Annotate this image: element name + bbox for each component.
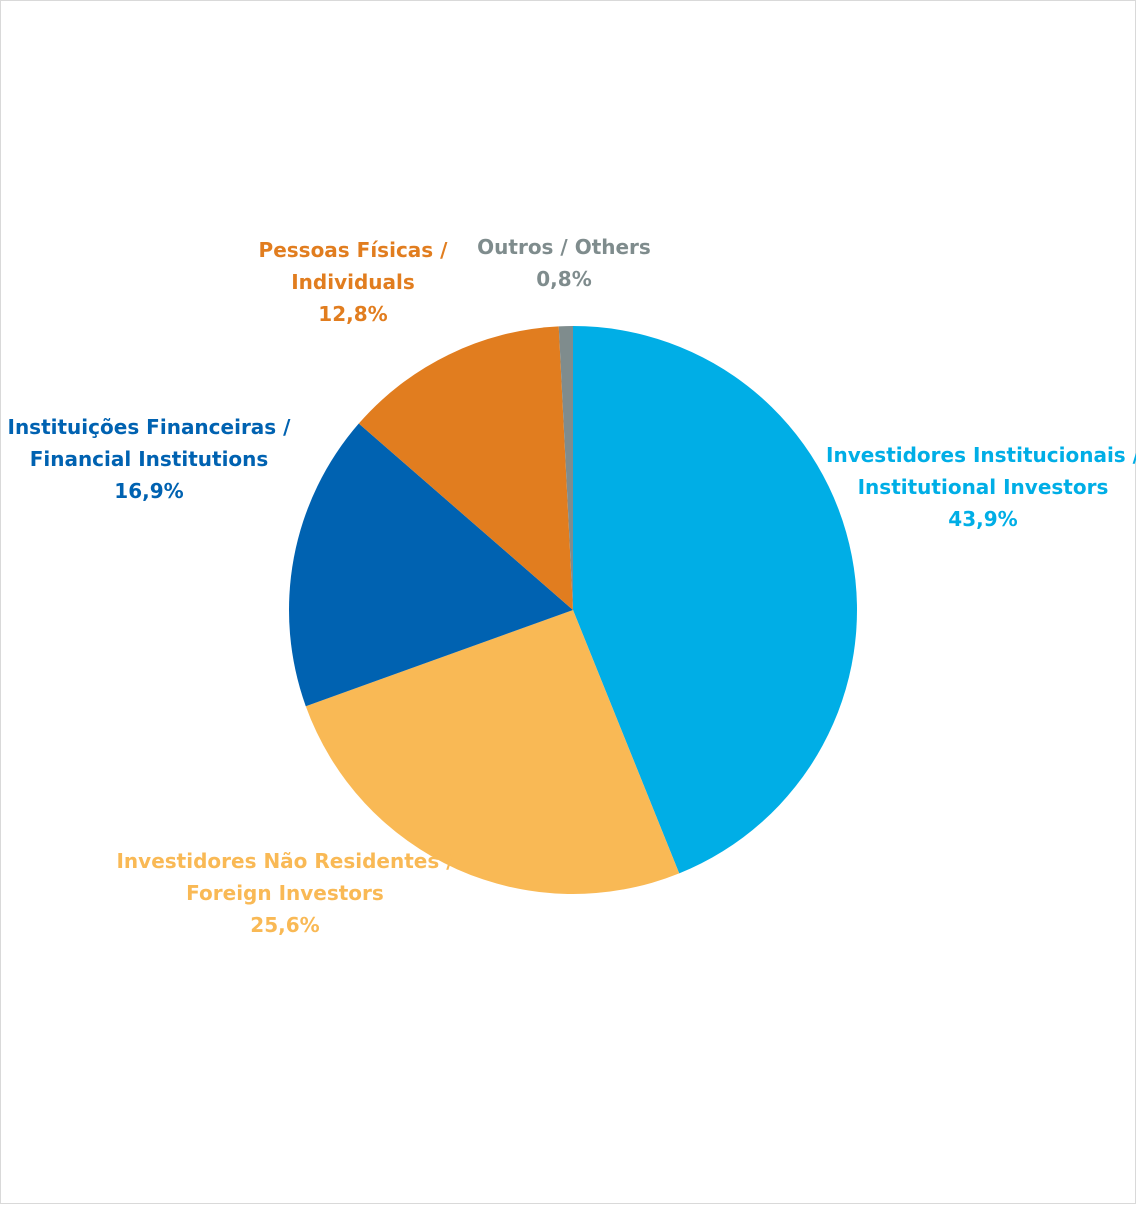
pie-slice-2 bbox=[288, 423, 573, 707]
slice-category-label: Investidores Institucionais / bbox=[826, 443, 1136, 467]
slice-category-label: Pessoas Físicas / bbox=[259, 238, 449, 262]
slice-value-label: 12,8% bbox=[318, 302, 387, 326]
slice-value-label: 43,9% bbox=[948, 507, 1017, 531]
slice-category-label: Instituições Financeiras / bbox=[8, 415, 292, 439]
pie-slice-4 bbox=[558, 326, 573, 610]
pie-slice-3 bbox=[358, 326, 573, 610]
slice-category-label: Investidores Não Residentes / bbox=[116, 849, 454, 873]
slice-value-label: 16,9% bbox=[114, 479, 183, 503]
pie-labels: Investidores Institucionais / Institution… bbox=[8, 235, 1136, 937]
slice-label-4: Outros / Others 0,8% bbox=[477, 235, 651, 291]
slice-category-label: Foreign Investors bbox=[186, 881, 384, 905]
slice-value-label: 0,8% bbox=[536, 267, 591, 291]
slice-label-2: Instituições Financeiras / Financial Inst… bbox=[8, 415, 292, 503]
slice-category-label: Outros / Others bbox=[477, 235, 651, 259]
slice-label-0: Investidores Institucionais / Institution… bbox=[826, 443, 1136, 531]
slice-category-label: Individuals bbox=[291, 270, 415, 294]
slice-value-label: 25,6% bbox=[250, 913, 319, 937]
slice-category-label: Financial Institutions bbox=[30, 447, 269, 471]
pie-slices bbox=[288, 326, 857, 894]
pie-slice-0 bbox=[573, 326, 857, 874]
slice-category-label: Institutional Investors bbox=[858, 475, 1109, 499]
pie-slice-1 bbox=[305, 610, 680, 894]
slice-label-1: Investidores Não Residentes / Foreign Inv… bbox=[116, 849, 454, 937]
slice-label-3: Pessoas Físicas / Individuals 12,8% bbox=[259, 238, 449, 326]
